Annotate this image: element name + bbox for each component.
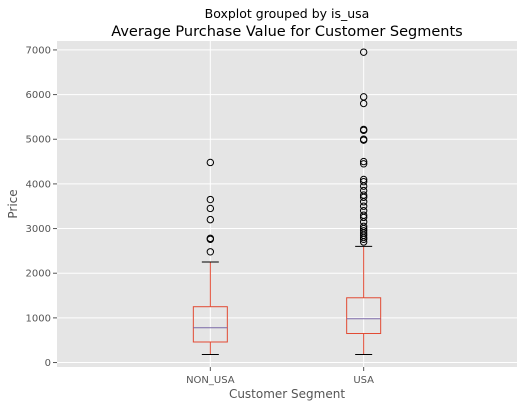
outlier-point [359, 125, 368, 134]
y-tick-label: 0 [45, 358, 51, 369]
y-tick-label: 1000 [26, 313, 51, 324]
outlier-point [359, 175, 368, 184]
grid-lines [57, 41, 517, 367]
outlier-point [359, 160, 368, 168]
y-tick-label: 4000 [26, 179, 51, 190]
outlier-point [206, 248, 215, 256]
y-tick-label: 2000 [26, 269, 51, 280]
x-tick-label: USA [353, 375, 374, 386]
x-axis-ticks: NON_USA USA [186, 367, 374, 386]
iqr-box [346, 297, 382, 335]
plot-area [57, 41, 517, 367]
outlier-point [359, 48, 368, 56]
x-tick-label: NON_USA [186, 375, 235, 386]
outlier-point [206, 215, 215, 224]
outlier-point [359, 202, 368, 210]
chart-suptitle: Boxplot grouped by is_usa [205, 6, 370, 21]
y-tick-label: 7000 [26, 45, 51, 56]
y-axis-ticks: 0 1000 2000 3000 4000 5000 6000 7000 [26, 45, 57, 369]
outlier-point [359, 135, 368, 143]
outlier-point [359, 93, 368, 101]
y-tick-label: 6000 [26, 90, 51, 101]
outlier-point [206, 204, 215, 213]
outlier-point [206, 195, 215, 204]
boxes [192, 48, 382, 355]
outlier-point [206, 234, 215, 243]
outlier-point [359, 191, 368, 199]
y-tick-label: 3000 [26, 224, 51, 235]
outlier-point [359, 211, 368, 219]
iqr-box [192, 306, 228, 343]
y-axis-label: Price [6, 189, 20, 218]
outlier-point [359, 227, 368, 235]
outlier-point [359, 157, 368, 166]
box-non-usa [192, 158, 228, 355]
outlier-point [206, 158, 215, 167]
y-tick-label: 5000 [26, 135, 51, 146]
outlier-point [359, 177, 368, 186]
chart-title: Average Purchase Value for Customer Segm… [111, 24, 462, 40]
outlier-point [359, 206, 368, 215]
x-axis-label: Customer Segment [229, 387, 345, 401]
box-usa [346, 48, 382, 355]
outlier-point [359, 222, 368, 231]
outlier-point [359, 186, 368, 195]
